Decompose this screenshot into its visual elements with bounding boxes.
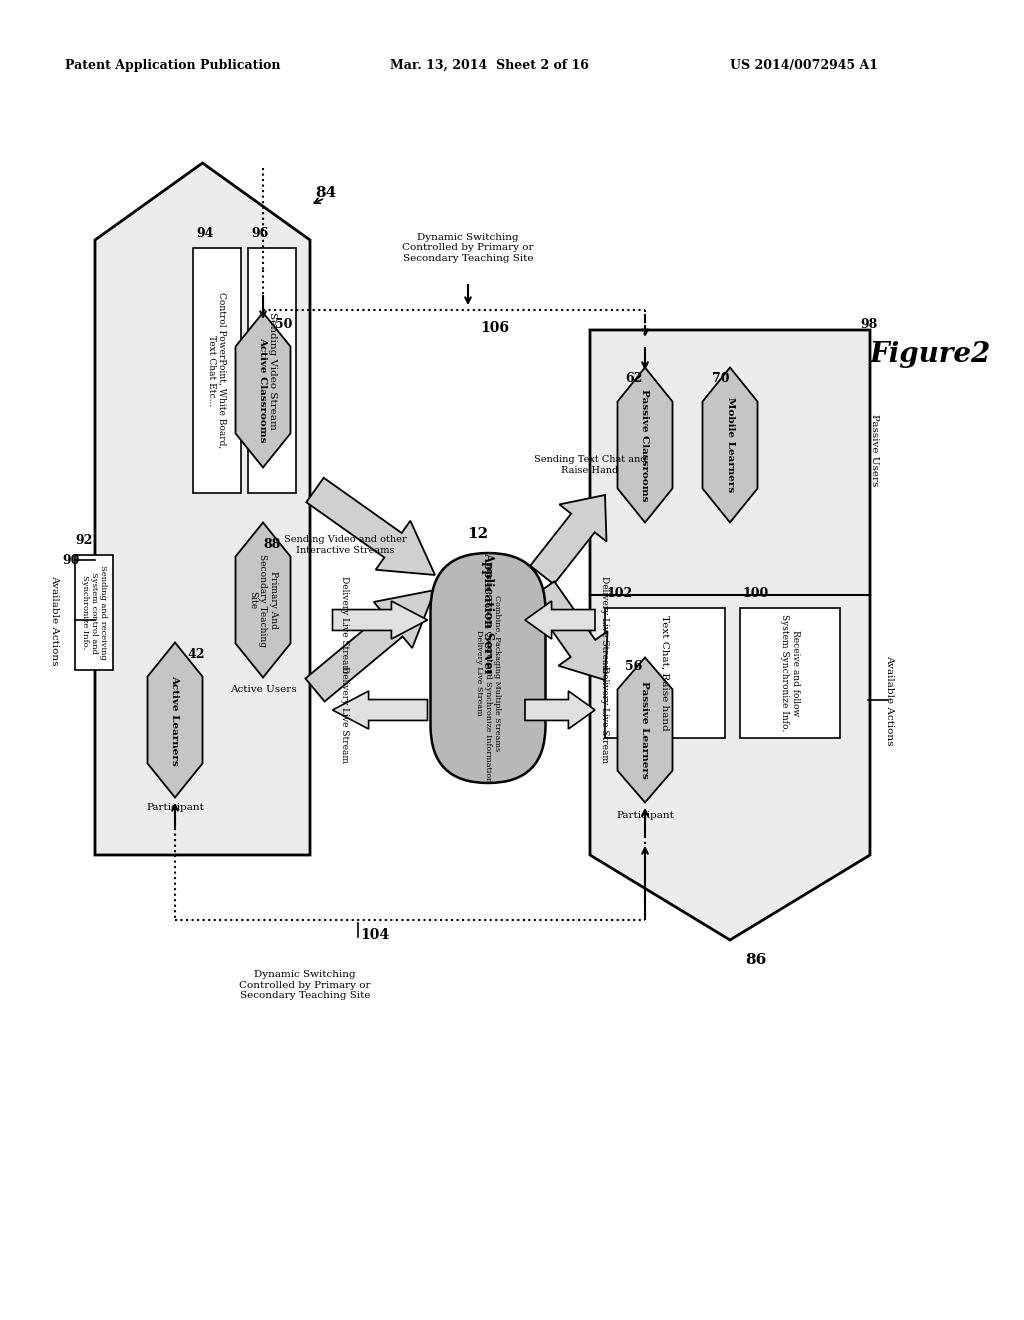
Text: 42: 42 [187, 648, 205, 661]
Text: 84: 84 [315, 186, 336, 201]
FancyBboxPatch shape [605, 609, 725, 738]
FancyBboxPatch shape [740, 609, 840, 738]
FancyBboxPatch shape [248, 248, 296, 492]
Text: US 2014/0072945 A1: US 2014/0072945 A1 [730, 58, 878, 71]
Polygon shape [530, 495, 606, 585]
Polygon shape [525, 690, 595, 729]
Text: Figure2: Figure2 [869, 342, 990, 368]
Polygon shape [95, 162, 310, 855]
Text: Control PowerPoint, White Board,
Text Chat Etc...: Control PowerPoint, White Board, Text Ch… [207, 292, 226, 449]
Polygon shape [525, 601, 595, 639]
Text: 70: 70 [712, 372, 729, 385]
Text: Text Chat, Raise hand: Text Chat, Raise hand [660, 615, 670, 731]
Text: 90: 90 [62, 553, 80, 566]
Text: 98: 98 [860, 318, 878, 331]
Text: Sending and receiving
System control and
Synchronize Info.: Sending and receiving System control and… [81, 565, 108, 660]
Polygon shape [236, 313, 291, 467]
Text: 50: 50 [275, 318, 293, 331]
Text: 106: 106 [480, 321, 509, 335]
Text: Receive and follow
System Synchronize Info.: Receive and follow System Synchronize In… [780, 614, 800, 731]
Text: 104: 104 [360, 928, 389, 942]
Text: Mobile Learners: Mobile Learners [725, 397, 734, 492]
Polygon shape [617, 367, 673, 523]
Text: Combine, Packaging Multiple Streams
Manage System Control and Synchronize Inform: Combine, Packaging Multiple Streams Mana… [475, 564, 501, 783]
Text: Primary And
Secondary Teaching
Site: Primary And Secondary Teaching Site [248, 553, 278, 647]
Text: Active Learners: Active Learners [171, 675, 179, 766]
Text: Passive Classrooms: Passive Classrooms [640, 389, 649, 502]
Text: 12: 12 [467, 527, 488, 541]
Text: Dynamic Switching
Controlled by Primary or
Secondary Teaching Site: Dynamic Switching Controlled by Primary … [240, 970, 371, 1001]
Text: Delivery Live Stream: Delivery Live Stream [600, 577, 609, 673]
Text: Participant: Participant [616, 810, 674, 820]
Text: 62: 62 [625, 372, 642, 385]
FancyBboxPatch shape [430, 553, 546, 783]
Polygon shape [147, 643, 203, 797]
Text: Patent Application Publication: Patent Application Publication [65, 58, 281, 71]
Text: Passive Users: Passive Users [870, 413, 880, 486]
Text: Available Actions: Available Actions [50, 574, 59, 665]
Text: 56: 56 [625, 660, 642, 673]
Polygon shape [529, 581, 607, 680]
Polygon shape [333, 601, 427, 639]
FancyBboxPatch shape [193, 248, 241, 492]
Text: Participant: Participant [146, 804, 204, 813]
Polygon shape [590, 330, 870, 940]
Polygon shape [236, 523, 291, 677]
Text: Mar. 13, 2014  Sheet 2 of 16: Mar. 13, 2014 Sheet 2 of 16 [390, 58, 589, 71]
Text: Active Users: Active Users [229, 685, 296, 694]
Text: Passive Learners: Passive Learners [640, 681, 649, 779]
Polygon shape [333, 690, 427, 729]
Text: 94: 94 [196, 227, 213, 240]
Text: Sending Video Stream: Sending Video Stream [267, 312, 276, 429]
Polygon shape [305, 590, 435, 701]
Text: Available Actions: Available Actions [886, 655, 895, 746]
Text: Application Server: Application Server [481, 552, 495, 675]
Text: Sending Text Chat and
Raise Hand: Sending Text Chat and Raise Hand [534, 455, 646, 475]
Text: 96: 96 [251, 227, 268, 240]
FancyBboxPatch shape [75, 554, 113, 671]
Text: 102: 102 [607, 587, 633, 601]
Text: Active Classrooms: Active Classrooms [258, 337, 267, 442]
Polygon shape [306, 478, 435, 576]
Text: Dynamic Switching
Controlled by Primary or
Secondary Teaching Site: Dynamic Switching Controlled by Primary … [402, 234, 534, 263]
Text: 88: 88 [263, 539, 281, 550]
Text: Delivery Live Stream: Delivery Live Stream [341, 667, 349, 763]
Text: Delivery Live Stream: Delivery Live Stream [600, 667, 609, 763]
Polygon shape [702, 367, 758, 523]
Text: Delivery Live Stream: Delivery Live Stream [341, 577, 349, 673]
Text: 86: 86 [745, 953, 766, 968]
Text: 100: 100 [742, 587, 768, 601]
Polygon shape [617, 657, 673, 803]
Text: 92: 92 [75, 535, 92, 546]
Text: Sending Video and other
Interactive Streams: Sending Video and other Interactive Stre… [284, 536, 407, 554]
